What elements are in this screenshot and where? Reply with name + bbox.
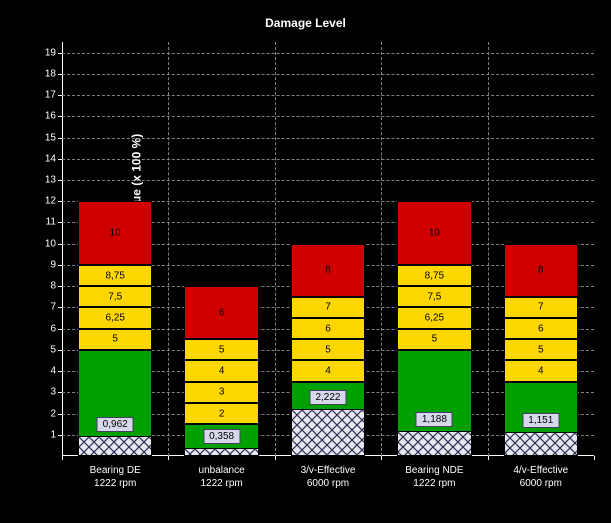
- bar-segment-label: 4: [538, 366, 544, 377]
- gridline-v: [381, 42, 382, 456]
- y-tick-label: 19: [45, 47, 62, 58]
- y-tick-label: 8: [50, 281, 62, 292]
- actual-value-bar: [504, 432, 578, 456]
- bar-segment-label: 8: [325, 265, 331, 276]
- actual-value-bar: [397, 431, 471, 456]
- plot-area: 12345678910111213141516171819Bearing DE1…: [62, 42, 594, 456]
- y-axis-line: [62, 42, 63, 456]
- bar-segment-label: 6: [219, 307, 225, 318]
- gridline-h: [62, 95, 594, 96]
- x-tick-mark: [168, 456, 169, 460]
- bar: 5 6,25 7,5 8,75 10 1,188: [397, 201, 471, 456]
- gridline-v: [488, 42, 489, 456]
- gridline-h: [62, 159, 594, 160]
- x-tick-mark: [62, 456, 63, 460]
- bar-segment-label: 5: [219, 344, 225, 355]
- y-tick-label: 17: [45, 90, 62, 101]
- x-tick-mark: [594, 456, 595, 460]
- actual-value-bar: [291, 409, 365, 456]
- y-tick-label: 9: [50, 259, 62, 270]
- y-tick-label: 6: [50, 323, 62, 334]
- bar: 2 3 4 5 6 0,358: [184, 286, 258, 456]
- bar-segment-label: 3: [219, 387, 225, 398]
- x-tick-mark: [275, 456, 276, 460]
- bar: 4 5 6 7 8 1,151: [504, 244, 578, 456]
- actual-value-badge: 0,358: [203, 429, 240, 444]
- bar-segment-label: 5: [112, 334, 118, 345]
- y-tick-label: 16: [45, 111, 62, 122]
- chart-title: Damage Level: [265, 16, 346, 30]
- bar-segment-label: 6,25: [425, 313, 444, 324]
- bar-segment-label: 8,75: [425, 270, 444, 281]
- gridline-h: [62, 53, 594, 54]
- gridline-v: [168, 42, 169, 456]
- bar-segment-label: 6,25: [105, 313, 124, 324]
- y-tick-label: 13: [45, 175, 62, 186]
- gridline-h: [62, 138, 594, 139]
- gridline-h: [62, 180, 594, 181]
- bar-segment-label: 8,75: [105, 270, 124, 281]
- y-tick-label: 15: [45, 132, 62, 143]
- x-tick-mark: [381, 456, 382, 460]
- bar-segment-label: 8: [538, 265, 544, 276]
- y-tick-label: 4: [50, 366, 62, 377]
- bar-segment-label: 4: [219, 366, 225, 377]
- damage-level-chart: Damage Level Signal-rising related to Te…: [0, 0, 611, 523]
- x-tick-label: unbalance1222 rpm: [199, 456, 245, 490]
- actual-value-badge: 1,188: [416, 412, 453, 427]
- x-tick-mark: [488, 456, 489, 460]
- bar-segment-label: 7,5: [108, 291, 122, 302]
- y-tick-label: 18: [45, 68, 62, 79]
- bar: 4 5 6 7 8 2,222: [291, 244, 365, 456]
- y-tick-label: 2: [50, 408, 62, 419]
- bar-segment-label: 4: [325, 366, 331, 377]
- bar-segment-label: 2: [219, 408, 225, 419]
- bar-segment-label: 6: [538, 323, 544, 334]
- y-tick-label: 12: [45, 196, 62, 207]
- actual-value-bar: [184, 448, 258, 456]
- x-tick-label: 4/v-Effective6000 rpm: [513, 456, 568, 490]
- bar-segment-label: 5: [325, 344, 331, 355]
- y-tick-label: 14: [45, 153, 62, 164]
- bar-segment-label: 10: [110, 228, 121, 239]
- gridline-v: [275, 42, 276, 456]
- actual-value-badge: 1,151: [522, 413, 559, 428]
- x-tick-label: 3/v-Effective6000 rpm: [301, 456, 356, 490]
- actual-value-badge: 0,962: [97, 417, 134, 432]
- y-tick-label: 5: [50, 344, 62, 355]
- bar-segment-label: 7: [538, 302, 544, 313]
- x-tick-label: Bearing NDE1222 rpm: [405, 456, 463, 490]
- bar-segment-label: 5: [538, 344, 544, 355]
- bar-segment-label: 10: [429, 228, 440, 239]
- gridline-h: [62, 116, 594, 117]
- bar-segment-label: 7,5: [427, 291, 441, 302]
- y-tick-label: 7: [50, 302, 62, 313]
- x-tick-label: Bearing DE1222 rpm: [90, 456, 141, 490]
- actual-value-badge: 2,222: [309, 390, 346, 405]
- y-tick-label: 11: [46, 217, 62, 228]
- y-tick-label: 1: [50, 429, 62, 440]
- gridline-h: [62, 74, 594, 75]
- y-tick-label: 3: [50, 387, 62, 398]
- bar: 5 6,25 7,5 8,75 10 0,962: [78, 201, 152, 456]
- actual-value-bar: [78, 436, 152, 456]
- bar-segment-label: 6: [325, 323, 331, 334]
- bar-segment-label: 7: [325, 302, 331, 313]
- y-tick-label: 10: [45, 238, 62, 249]
- bar-segment-label: 5: [432, 334, 438, 345]
